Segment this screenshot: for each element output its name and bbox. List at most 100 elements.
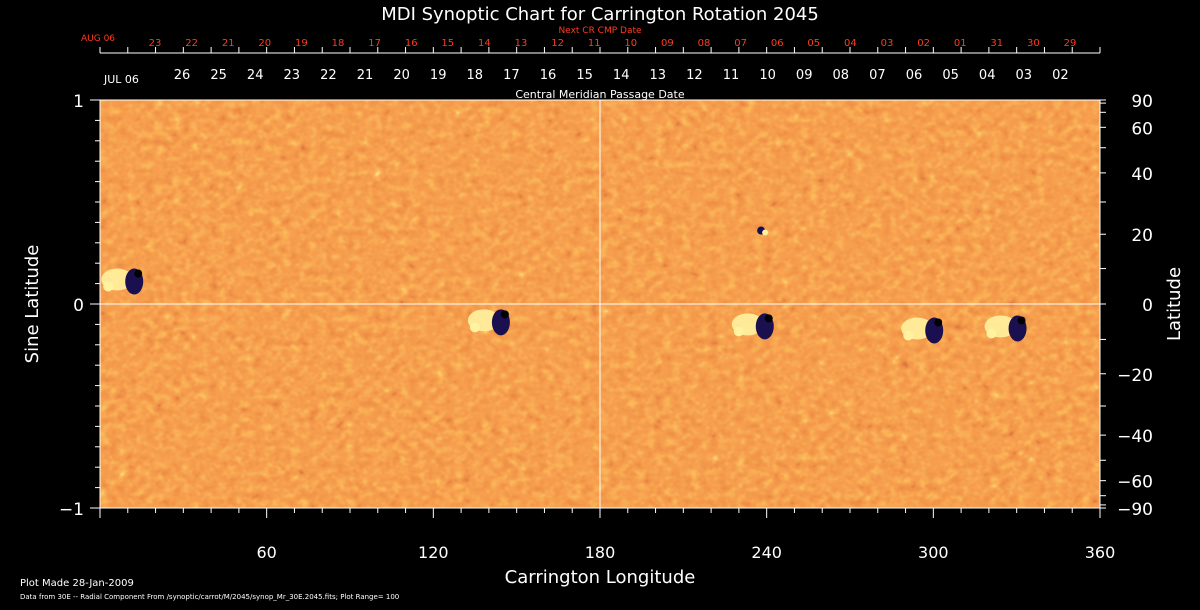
lower-date-label: 14 (613, 68, 630, 83)
upper-date-label: 03 (881, 38, 894, 49)
upper-date-label: 18 (332, 38, 345, 49)
x-tick-label: 300 (918, 543, 949, 562)
upper-date-label: 06 (771, 38, 784, 49)
active-region-3 (901, 317, 944, 344)
y-tick-label-right: 40 (1131, 165, 1153, 185)
x-tick-label: 60 (256, 543, 276, 562)
upper-date-label: 29 (1064, 38, 1077, 49)
upper-date-label: 11 (588, 38, 601, 49)
upper-date-label: 14 (478, 38, 491, 49)
x-axis-label: Carrington Longitude (505, 567, 696, 588)
upper-date-label: 31 (990, 38, 1003, 49)
y-tick-label-right: 60 (1131, 119, 1153, 139)
lower-date-label: 19 (430, 68, 447, 83)
lower-date-label: 16 (540, 68, 557, 83)
y-tick-label-left: 0 (73, 296, 84, 316)
upper-date-label: 20 (258, 38, 271, 49)
sunspot-core (500, 310, 509, 319)
lower-date-label: 21 (357, 68, 374, 83)
y-tick-label-right: 20 (1131, 226, 1153, 246)
upper-date-label: 10 (624, 38, 637, 49)
positive-polarity-patch (469, 322, 480, 333)
lower-date-label: 09 (796, 68, 813, 83)
chart-axes: 60 120 180 240 300 360 1 0 −1 90 60 40 20 0 −20 −40 −60 −… (59, 92, 1153, 562)
upper-date-label: 04 (844, 38, 857, 49)
lower-date-label: 04 (979, 68, 996, 83)
x-tick-label: 360 (1085, 543, 1116, 562)
positive-polarity-patch (986, 328, 997, 339)
upper-date-label: 13 (515, 38, 528, 49)
lower-date-label: 24 (247, 68, 264, 83)
lower-date-label: 18 (467, 68, 484, 83)
active-region-5 (757, 226, 769, 236)
sunspot-core (1017, 316, 1026, 325)
y-axis-label-right: Latitude (1164, 267, 1185, 341)
chart-title: MDI Synoptic Chart for Carrington Rotati… (381, 4, 819, 25)
lower-date-label: 07 (869, 68, 886, 83)
upper-date-label: 07 (734, 38, 747, 49)
plot-date-note: Plot Made 28-Jan-2009 (20, 578, 134, 589)
upper-date-label: 30 (1027, 38, 1040, 49)
upper-date-label: 08 (698, 38, 711, 49)
y-tick-label-right: −90 (1117, 500, 1153, 520)
active-region-4 (984, 315, 1027, 342)
lower-date-label: 05 (942, 68, 959, 83)
upper-date-label: 02 (917, 38, 930, 49)
upper-date-label: 09 (661, 38, 674, 49)
lower-date-label: 11 (723, 68, 740, 83)
lower-date-label: 10 (759, 68, 776, 83)
lower-date-label: 20 (393, 68, 410, 83)
lower-date-label: 15 (576, 68, 593, 83)
upper-date-label: 17 (368, 38, 381, 49)
y-tick-label-right: 90 (1131, 92, 1153, 112)
top-date-axis: Next CR CMP Date AUG 06 23 22 21 20 19 18 17 16 15… (81, 26, 1101, 101)
data-source-note: Data from 30E -- Radial Component From /… (20, 593, 400, 601)
upper-date-label: 05 (807, 38, 820, 49)
x-tick-label: 120 (418, 543, 449, 562)
lower-date-label: 08 (833, 68, 850, 83)
lower-date-label: 25 (210, 68, 227, 83)
y-tick-label-left: −1 (59, 500, 84, 520)
positive-polarity-patch (103, 281, 114, 292)
active-regions (101, 226, 1027, 344)
sunspot-core (764, 314, 773, 323)
lower-date-label: 17 (503, 68, 520, 83)
upper-date-label: 15 (441, 38, 454, 49)
upper-date-label: 23 (149, 38, 162, 49)
top-axis-title-lower: Central Meridian Passage Date (515, 88, 684, 101)
upper-date-label: 16 (405, 38, 418, 49)
y-tick-label-right: −40 (1117, 427, 1153, 447)
sunspot-core (934, 318, 943, 327)
positive-polarity-patch (903, 330, 914, 341)
lower-date-label: 26 (174, 68, 191, 83)
upper-date-label: 21 (222, 38, 235, 49)
x-tick-label: 240 (751, 543, 782, 562)
lower-date-label: 12 (686, 68, 703, 83)
upper-date-label: 22 (185, 38, 198, 49)
lower-month-label: JUL 06 (103, 73, 139, 86)
y-tick-label-right: −20 (1117, 366, 1153, 386)
lower-date-label: 03 (1016, 68, 1033, 83)
positive-polarity-patch (733, 326, 744, 337)
y-tick-label-right: −60 (1117, 473, 1153, 493)
lower-date-label: 22 (320, 68, 337, 83)
active-region-0 (101, 268, 144, 295)
lower-date-label: 13 (650, 68, 667, 83)
y-tick-label-right: 0 (1142, 296, 1153, 316)
y-axis-label-left: Sine Latitude (22, 245, 43, 364)
y-tick-label-left: 1 (73, 92, 84, 112)
lower-date-label: 23 (284, 68, 301, 83)
lower-date-label: 06 (906, 68, 923, 83)
upper-month-label: AUG 06 (81, 34, 115, 44)
lower-date-label: 02 (1052, 68, 1069, 83)
upper-date-label: 12 (551, 38, 564, 49)
upper-date-label: 01 (954, 38, 967, 49)
active-region-2 (731, 313, 774, 340)
upper-date-label: 19 (295, 38, 308, 49)
active-region-1 (467, 309, 510, 336)
magnetic-spot (762, 229, 769, 236)
sunspot-core (134, 269, 143, 278)
x-tick-label: 180 (585, 543, 616, 562)
top-axis-title-upper: Next CR CMP Date (558, 26, 642, 36)
